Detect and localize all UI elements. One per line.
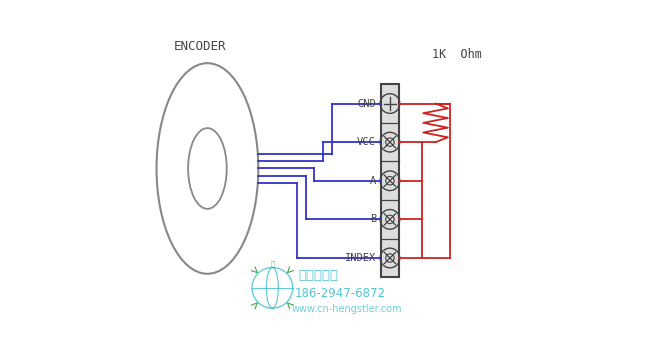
Text: www.cn-hengstler.com: www.cn-hengstler.com: [292, 304, 402, 314]
Text: GND: GND: [357, 99, 376, 108]
Text: A: A: [370, 176, 376, 186]
Text: B: B: [370, 214, 376, 224]
Text: VCC: VCC: [357, 137, 376, 147]
Text: INDEX: INDEX: [344, 253, 376, 263]
Text: 1K  Ohm: 1K Ohm: [432, 48, 482, 61]
Text: ENCODER: ENCODER: [174, 40, 227, 53]
Bar: [381, 84, 398, 277]
Text: 西安德伍拓: 西安德伍拓: [298, 269, 339, 282]
Text: 德: 德: [270, 260, 274, 266]
Text: 186-2947-6872: 186-2947-6872: [295, 286, 386, 300]
